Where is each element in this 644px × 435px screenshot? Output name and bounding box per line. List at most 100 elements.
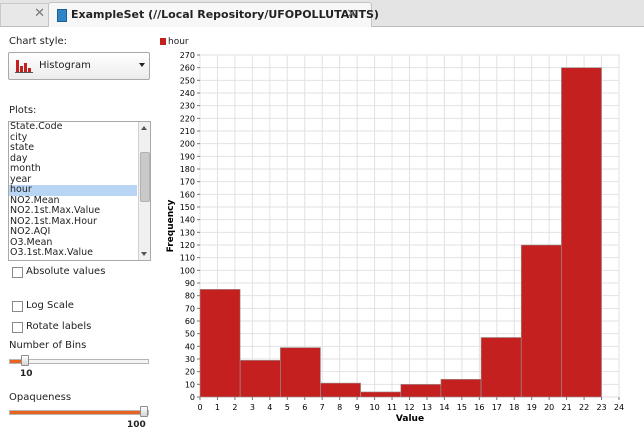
x-tick-label: 14 <box>439 403 449 412</box>
y-axis-label: Frequency <box>166 200 176 253</box>
scroll-down-icon[interactable] <box>141 252 147 256</box>
scroll-up-icon[interactable] <box>141 126 147 130</box>
y-tick-label: 90 <box>185 279 195 288</box>
plot-list-item[interactable]: O3.Mean <box>10 236 53 248</box>
plots-scrollbar[interactable] <box>138 122 150 260</box>
y-tick-label: 140 <box>180 216 195 225</box>
tab-bar: ✕ ExampleSet (//Local Repository/UFOPOLL… <box>0 0 644 27</box>
x-tick-label: 10 <box>369 403 379 412</box>
plot-list-item[interactable]: State.Code <box>10 121 63 132</box>
tab-exampleset[interactable]: ExampleSet (//Local Repository/UFOPOLLUT… <box>48 2 379 27</box>
tab-title: ExampleSet (//Local Repository/UFOPOLLUT… <box>71 8 379 21</box>
plots-items: State.Code city state day month year hour NO2.M… <box>9 122 137 259</box>
x-tick-label: 13 <box>422 403 432 412</box>
x-tick-label: 20 <box>544 403 554 412</box>
x-axis-label: Value <box>396 414 424 424</box>
opaqueness-label: Opaqueness <box>9 392 72 403</box>
log-scale-checkbox[interactable] <box>12 301 23 312</box>
data-table-icon <box>57 9 67 22</box>
y-tick-label: 70 <box>185 304 195 313</box>
rotate-labels-checkbox[interactable] <box>12 322 23 333</box>
x-tick-label: 15 <box>457 403 467 412</box>
x-tick-label: 9 <box>355 403 360 412</box>
plot-area <box>199 54 620 398</box>
histogram-bar <box>561 67 602 398</box>
y-tick-label: 60 <box>185 317 195 326</box>
y-tick-label: 180 <box>180 165 195 174</box>
plot-list-item[interactable]: city <box>10 131 28 143</box>
y-tick-label: 10 <box>185 380 195 389</box>
x-tick-label: 5 <box>285 403 290 412</box>
bins-slider-handle[interactable] <box>21 355 29 366</box>
y-tick-label: 210 <box>180 127 195 136</box>
histogram-bar <box>320 382 361 398</box>
plot-list-item[interactable]: month <box>10 163 41 174</box>
x-tick-label: 7 <box>320 403 325 412</box>
x-tick-label: 11 <box>387 403 397 412</box>
x-tick-label: 12 <box>404 403 414 412</box>
opaqueness-slider[interactable] <box>9 410 149 415</box>
plot-list-item[interactable]: year <box>10 173 32 185</box>
opaqueness-slider-fill <box>10 411 144 414</box>
y-tick-label: 160 <box>180 190 195 199</box>
x-tick-label: 1 <box>215 403 220 412</box>
y-tick-label: 100 <box>180 266 195 275</box>
plot-list-item[interactable]: state <box>10 142 35 153</box>
close-icon[interactable]: ✕ <box>346 7 357 22</box>
y-tick-label: 50 <box>185 330 195 339</box>
tab-previous[interactable]: ✕ <box>0 3 50 26</box>
x-tick-label: 0 <box>197 403 202 412</box>
histogram-bar <box>400 384 442 398</box>
y-tick-label: 170 <box>180 178 195 187</box>
y-tick-label: 80 <box>185 292 195 301</box>
plot-list-item[interactable]: hour <box>9 184 137 196</box>
bins-label: Number of Bins <box>9 340 87 351</box>
opaqueness-slider-handle[interactable] <box>140 406 148 417</box>
y-tick-label: 230 <box>180 102 195 111</box>
plot-list-item[interactable]: day <box>10 152 28 164</box>
x-tick-label: 4 <box>267 403 272 412</box>
histogram-bar <box>360 391 402 398</box>
absolute-values-checkbox[interactable] <box>12 267 23 278</box>
close-icon[interactable]: ✕ <box>34 6 45 21</box>
y-tick-label: 270 <box>180 51 195 60</box>
y-tick-label: 110 <box>180 254 195 263</box>
histogram-icon <box>15 60 33 73</box>
x-tick-label: 23 <box>596 403 606 412</box>
histogram-bar <box>440 378 482 398</box>
y-tick-label: 200 <box>180 140 195 149</box>
x-tick-label: 18 <box>509 403 519 412</box>
legend-swatch <box>160 38 166 45</box>
x-tick-label: 8 <box>337 403 342 412</box>
x-tick-label: 6 <box>302 403 307 412</box>
scroll-thumb[interactable] <box>140 152 150 202</box>
plots-label: Plots: <box>9 105 37 116</box>
plots-list[interactable]: State.Code city state day month year hour NO2.M… <box>8 121 151 261</box>
chart-style-dropdown[interactable]: Histogram <box>8 52 150 80</box>
histogram-bar <box>520 244 562 398</box>
y-tick-label: 190 <box>180 152 195 161</box>
plot-list-item[interactable]: NO2.Mean <box>10 194 60 206</box>
y-tick-label: 220 <box>180 114 195 123</box>
bins-slider[interactable] <box>9 359 149 364</box>
absolute-values-label: Absolute values <box>26 266 106 277</box>
y-tick-label: 150 <box>180 203 195 212</box>
chart-style-label: Chart style: <box>9 36 68 47</box>
y-tick-label: 0 <box>190 393 195 402</box>
x-tick-label: 17 <box>492 403 502 412</box>
y-tick-label: 20 <box>185 368 195 377</box>
log-scale-label: Log Scale <box>26 300 74 311</box>
plot-list-item[interactable]: NO2.1st.Max.Value <box>10 205 101 216</box>
y-tick-label: 120 <box>180 241 195 250</box>
x-tick-label: 19 <box>527 403 537 412</box>
opaqueness-value: 100 <box>127 420 146 430</box>
x-tick-label: 16 <box>474 403 484 412</box>
plot-list-item[interactable]: O3.1st.Max.Value <box>10 247 94 258</box>
plot-list-item[interactable]: NO2.1st.Max.Hour <box>10 215 97 227</box>
plot-list-item[interactable]: NO2.AQI <box>10 226 51 237</box>
bins-slider-fill <box>10 360 24 363</box>
histogram-bar <box>239 359 281 398</box>
y-tick-label: 30 <box>185 355 195 364</box>
x-tick-label: 3 <box>250 403 255 412</box>
rotate-labels-label: Rotate labels <box>26 321 92 332</box>
